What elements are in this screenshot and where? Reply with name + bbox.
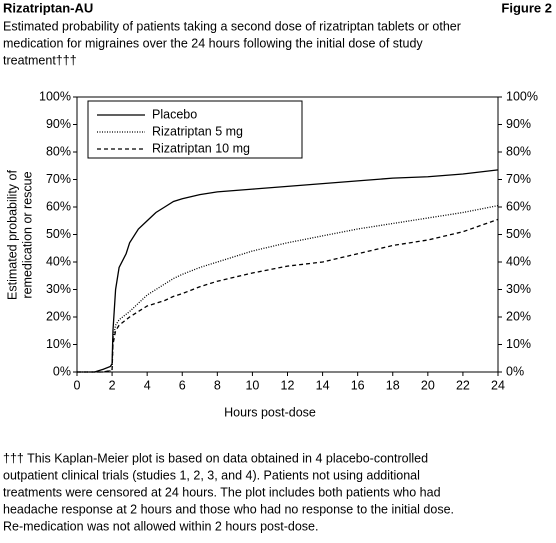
series-line xyxy=(77,204,499,373)
y-axis-label: Estimated probability of xyxy=(5,170,19,300)
y-tick-label: 20% xyxy=(46,309,71,323)
x-tick-label: 6 xyxy=(179,378,186,392)
y-tick-label: 50% xyxy=(46,227,71,241)
y2-tick-label: 0% xyxy=(506,364,524,378)
y2-tick-label: 70% xyxy=(506,172,531,186)
y2-tick-label: 60% xyxy=(506,199,531,213)
x-tick-label: 4 xyxy=(144,378,151,392)
x-tick-label: 0 xyxy=(74,378,81,392)
x-tick-label: 24 xyxy=(491,378,505,392)
y2-tick-label: 10% xyxy=(506,337,531,351)
title: Rizatriptan-AU xyxy=(3,0,93,15)
y2-tick-label: 90% xyxy=(506,117,531,131)
x-tick-label: 14 xyxy=(316,378,330,392)
x-tick-label: 12 xyxy=(281,378,295,392)
y-tick-label: 0% xyxy=(53,364,71,378)
legend-label: Rizatriptan 5 mg xyxy=(152,124,243,138)
x-tick-label: 10 xyxy=(245,378,259,392)
x-tick-label: 16 xyxy=(351,378,365,392)
y-tick-label: 100% xyxy=(39,89,71,103)
y-tick-label: 80% xyxy=(46,144,71,158)
footnote: treatments were censored at 24 hours. Th… xyxy=(3,485,441,499)
footnote: Re-medication was not allowed within 2 h… xyxy=(3,519,318,533)
footnote: headache response at 2 hours and those w… xyxy=(3,502,454,516)
y2-tick-label: 80% xyxy=(506,144,531,158)
figure-label: Figure 2 xyxy=(501,0,552,15)
x-tick-label: 18 xyxy=(386,378,400,392)
y2-tick-label: 40% xyxy=(506,254,531,268)
y-tick-label: 30% xyxy=(46,282,71,296)
x-tick-label: 20 xyxy=(421,378,435,392)
y2-tick-label: 20% xyxy=(506,309,531,323)
y-tick-label: 60% xyxy=(46,199,71,213)
y2-tick-label: 30% xyxy=(506,282,531,296)
subtitle: medication for migraines over the 24 hou… xyxy=(3,36,423,50)
legend-label: Rizatriptan 10 mg xyxy=(152,141,250,155)
x-axis-label: Hours post-dose xyxy=(224,405,316,419)
x-tick-label: 2 xyxy=(109,378,116,392)
y-tick-label: 90% xyxy=(46,117,71,131)
y2-tick-label: 50% xyxy=(506,227,531,241)
footnote: ††† This Kaplan-Meier plot is based on d… xyxy=(3,451,428,465)
series-line xyxy=(77,169,499,373)
x-tick-label: 22 xyxy=(456,378,470,392)
legend-box xyxy=(87,100,303,159)
subtitle: treatment††† xyxy=(3,53,77,67)
y-tick-label: 70% xyxy=(46,172,71,186)
y-axis-label: remedication or rescue xyxy=(20,171,34,298)
x-tick-label: 8 xyxy=(214,378,221,392)
series-line xyxy=(77,218,499,373)
legend-label: Placebo xyxy=(152,107,197,121)
subtitle: Estimated probability of patients taking… xyxy=(3,19,461,33)
footnote: outpatient clinical trials (studies 1, 2… xyxy=(3,468,420,482)
y2-tick-label: 100% xyxy=(506,89,538,103)
y-tick-label: 10% xyxy=(46,337,71,351)
y-tick-label: 40% xyxy=(46,254,71,268)
